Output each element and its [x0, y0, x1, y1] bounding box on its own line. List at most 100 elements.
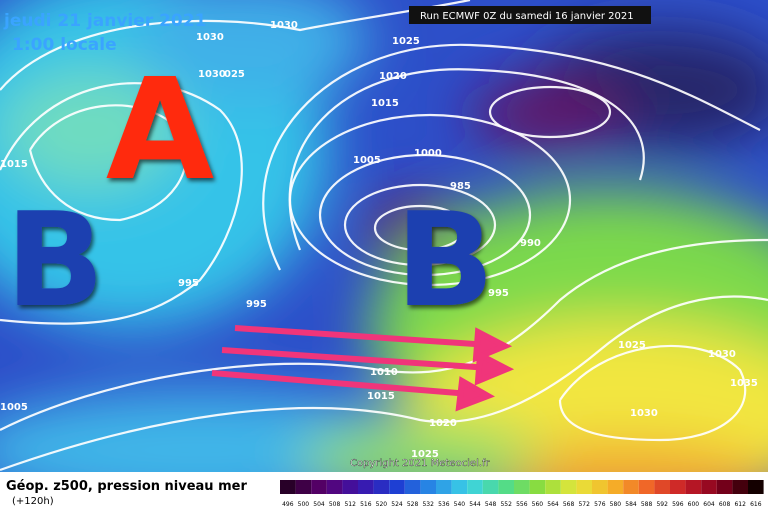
scale-swatch: [311, 480, 327, 494]
scale-label: 548: [485, 501, 497, 508]
scale-label: 544: [469, 501, 481, 508]
scale-label: 612: [734, 501, 746, 508]
scale-label: 528: [407, 501, 419, 508]
scale-swatch: [326, 480, 343, 494]
scale-swatch: [295, 480, 312, 494]
scale-swatch: [592, 480, 608, 494]
footer-title: Géop. z500, pression niveau mer: [6, 479, 247, 494]
isobar-label: 995: [246, 299, 267, 310]
isobar-label: 1030: [630, 408, 658, 419]
scale-swatch: [389, 480, 405, 494]
scale-label: 524: [391, 501, 403, 508]
scale-label: 512: [344, 501, 356, 508]
isobar-label: 1025: [392, 36, 420, 47]
isobar-label: 1030: [198, 69, 226, 80]
scale-swatch: [716, 480, 733, 494]
scale-label: 540: [454, 501, 466, 508]
scale-swatch: [685, 480, 702, 494]
scale-swatch: [436, 480, 452, 494]
scale-label: 576: [594, 501, 606, 508]
isobar-label: 1000: [414, 148, 442, 159]
scale-swatch: [545, 480, 561, 494]
scale-label: 600: [688, 501, 700, 508]
scale-swatch: [498, 480, 514, 494]
scale-label: 564: [547, 501, 559, 508]
low-label: B: [395, 184, 494, 336]
scale-swatch: [514, 480, 530, 494]
scale-label: 508: [329, 501, 341, 508]
isobar-label: 025: [224, 69, 245, 80]
isobar-label: 1010: [370, 367, 398, 378]
scale-label: 552: [500, 501, 512, 508]
isobar-label: 1015: [0, 159, 28, 170]
scale-swatch: [654, 480, 670, 494]
scale-label: 556: [516, 501, 528, 508]
scale-label: 496: [282, 501, 294, 508]
scale-swatch: [420, 480, 436, 494]
scale-label: 572: [578, 501, 590, 508]
scale-label: 604: [703, 501, 715, 508]
isobar-label: 995: [178, 278, 199, 289]
scale-swatch: [404, 480, 421, 494]
scale-swatch: [638, 480, 655, 494]
isobar-label: 1035: [730, 378, 758, 389]
isobar-label: 1030: [270, 20, 298, 31]
isobar-label: 995: [488, 288, 509, 299]
low-label: B: [5, 184, 104, 336]
copyright: Copyright 2021 Meteociel.fr: [350, 458, 491, 469]
scale-swatch: [748, 480, 764, 494]
isobar-label: 1025: [618, 340, 646, 351]
isobar-label: 1020: [429, 418, 457, 429]
scale-label: 592: [656, 501, 668, 508]
scale-label: 560: [532, 501, 544, 508]
scale-swatch: [560, 480, 577, 494]
scale-label: 516: [360, 501, 372, 508]
scale-label: 584: [625, 501, 637, 508]
date: jeudi 21 janvier 2021: [3, 11, 206, 31]
isobar-label: 1030: [708, 349, 736, 360]
scale-swatch: [280, 480, 296, 494]
scale-label: 616: [750, 501, 762, 508]
scale-swatch: [529, 480, 546, 494]
scale-label: 588: [641, 501, 653, 508]
scale-swatch: [607, 480, 624, 494]
scale-label: 608: [719, 501, 731, 508]
scale-swatch: [467, 480, 483, 494]
scale-label: 536: [438, 501, 450, 508]
scale-swatch: [732, 480, 748, 494]
scale-label: 504: [313, 501, 325, 508]
isobar-label: 1005: [0, 402, 28, 413]
isobar-label: 985: [450, 181, 471, 192]
scale-swatch: [670, 480, 686, 494]
arrows: [211, 325, 515, 412]
isobar-label: 1005: [353, 155, 381, 166]
scale-swatch: [623, 480, 639, 494]
isobar-label: 990: [520, 238, 541, 249]
scale-swatch: [373, 480, 390, 494]
color-scale: 496 500 504 508 512 516 520 524 528 532 536 540 544 5…: [280, 480, 764, 508]
scale-label: 532: [422, 501, 434, 508]
run-box: [409, 6, 651, 24]
run: Run ECMWF 0Z du samedi 16 janvier 2021: [420, 11, 634, 22]
isobar-label: 1020: [379, 71, 407, 82]
isobar-label: 1030: [196, 32, 224, 43]
scale-label: 500: [298, 501, 310, 508]
scale-swatch: [358, 480, 374, 494]
isobar-label: 1025: [411, 449, 439, 460]
scale-swatch: [451, 480, 468, 494]
isobar-label: 1015: [367, 391, 395, 402]
time: 1:00 locale: [12, 35, 117, 55]
scale-swatch: [576, 480, 592, 494]
scale-swatch: [482, 480, 499, 494]
scale-swatch: [342, 480, 358, 494]
high-label: A: [106, 49, 214, 212]
scale-label: 596: [672, 501, 684, 508]
footer-lead: (+120h): [12, 496, 54, 507]
scale-swatch: [701, 480, 717, 494]
scale-label: 520: [376, 501, 388, 508]
